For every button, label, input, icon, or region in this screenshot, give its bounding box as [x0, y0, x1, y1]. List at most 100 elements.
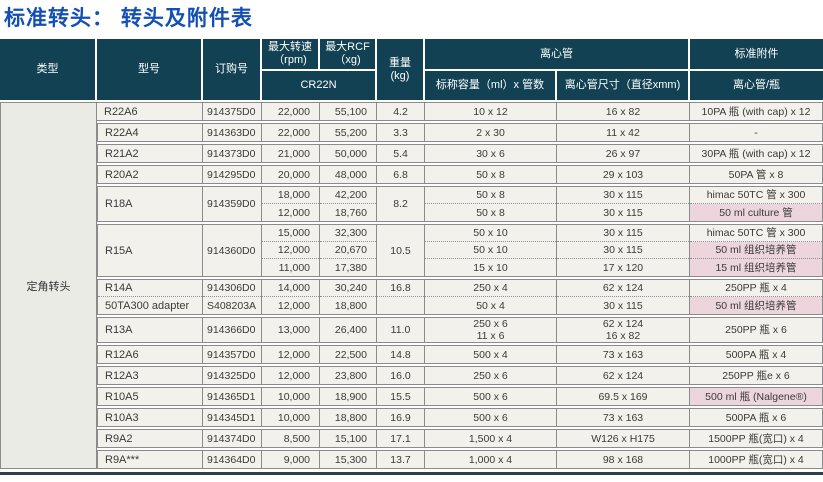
c-cap-value: 1,000 x 4 [468, 453, 513, 466]
c-weight-value: 3.3 [393, 126, 408, 139]
c-model-value: R20A2 [105, 168, 139, 181]
c-weight-value: 13.7 [390, 453, 411, 466]
cell-size: 98 x 168 [557, 450, 690, 469]
cell-rcf: 26,400 [320, 317, 377, 343]
cell-order: 914374D0 [203, 429, 262, 448]
c-acc-value: 1500PP 瓶(宽口) x 4 [708, 432, 804, 445]
header-weight: 重量 (kg) [377, 39, 425, 100]
cell-model: R10A5 [97, 387, 203, 406]
c-weight-value: 11.0 [390, 324, 411, 336]
c-cap-value: 50 x 10 [425, 225, 556, 242]
rotor-row-group: R21A2 914373D0 21,000 50,000 5.4 30 x 6 26 x 9… [0, 144, 823, 163]
c-size-value: 30 x 115 [557, 225, 689, 242]
cell-rpm: 22,000 [262, 102, 320, 121]
c-model-value: R12A3 [105, 369, 139, 382]
cell-cap: 50 x 8 [425, 165, 557, 184]
c-weight-value: 17.1 [390, 432, 411, 445]
cell-order: 914359D0 [203, 186, 262, 222]
c-rcf-value: 48,000 [334, 168, 367, 181]
c-rpm-value: 22,000 [277, 126, 310, 139]
rotor-row-group: R15A 914360D0 15,000 12,000 11,000 32,300 20,6… [0, 224, 823, 277]
cell-size: 26 x 97 [557, 144, 690, 163]
cell-rcf: 23,800 [320, 366, 377, 385]
c-rcf-value: 22,500 [334, 348, 367, 361]
rotor-row-group: R22A4 914363D0 22,000 55,200 3.3 2 x 30 11 x 4… [0, 123, 823, 142]
c-acc-value: - [754, 126, 758, 139]
c-rcf-value: 50,000 [334, 147, 367, 160]
cell-weight: 13.7 [377, 450, 425, 469]
c-acc-value: 50 ml 组织培养管 [690, 297, 822, 314]
c-model-value: R9A2 [105, 432, 133, 445]
c-rcf-value: 18,760 [334, 206, 367, 219]
c-acc-value: 250PP 瓶 x 4 [690, 280, 822, 297]
c-model-value: R14A [98, 280, 202, 297]
c-acc-value: 250PP 瓶e x 6 [722, 369, 790, 382]
c-order-value: 914366D0 [207, 324, 256, 336]
c-cap-value: 1,500 x 4 [468, 432, 513, 445]
c-order-value: 914365D1 [207, 390, 256, 403]
c-order-value: 914357D0 [207, 348, 256, 361]
rotor-row-group: R13A 914366D0 13,000 26,400 11.0 250 x 6 11 x… [0, 317, 823, 343]
cell-cap: 10 x 12 [425, 102, 557, 121]
c-model-value: R10A3 [105, 411, 139, 424]
c-size-value: W126 x H175 [591, 432, 655, 445]
cell-size: 16 x 82 [557, 102, 690, 121]
cell-weight: 3.3 [377, 123, 425, 142]
c-weight-value: 16.9 [390, 411, 411, 424]
c-model-value: R10A5 [105, 390, 139, 403]
c-rpm-value: 12,000 [277, 369, 310, 382]
cell-order: 914363D0 [203, 123, 262, 142]
cell-rcf: 18,800 [320, 408, 377, 427]
cell-order: 914364D0 [203, 450, 262, 469]
cell-cap: 2 x 30 [425, 123, 557, 142]
c-rpm-value: 22,000 [277, 105, 310, 118]
cell-accessory: 1500PP 瓶(宽口) x 4 [690, 429, 823, 448]
cell-rpm: 12,000 [262, 345, 320, 364]
rotor-row-group: R10A3 914345D1 10,000 18,800 16.9 500 x 6 73 x… [0, 408, 823, 427]
c-rpm-value: 20,000 [277, 168, 310, 181]
header-capacity: 标称容量（ml）x 管数 [425, 71, 557, 100]
c-rcf-value: 18,800 [334, 299, 367, 312]
header-type: 类型 [0, 39, 97, 100]
cell-size: 11 x 42 [557, 123, 690, 142]
c-cap-value: 250 x 6 11 x 6 [473, 318, 508, 342]
c-size-value: 73 x 163 [602, 348, 644, 361]
cell-weight: 16.0 [377, 366, 425, 385]
rotor-row-group: R12A3 914325D0 12,000 23,800 16.0 250 x 6 62 x… [0, 366, 823, 385]
cell-rcf: 22,500 [320, 345, 377, 364]
cell-order: 914360D0 [203, 224, 262, 277]
c-rpm-value: 15,000 [262, 225, 319, 242]
rotor-row-group: R18A 914359D0 18,000 12,000 42,200 18,760 8.2 5… [0, 186, 823, 222]
cell-weight: 17.1 [377, 429, 425, 448]
c-rpm-value: 13,000 [277, 324, 310, 336]
cell-cap: 250 x 6 [425, 366, 557, 385]
c-weight-value: 4.2 [393, 105, 408, 118]
c-acc-value: 250PP 瓶 x 6 [725, 324, 787, 336]
cell-model: R14A 50TA300 adapter [97, 279, 203, 315]
c-rpm-value: 12,000 [277, 348, 310, 361]
rotor-row-group: R10A5 914365D1 10,000 18,900 15.5 500 x 6 69.5… [0, 387, 823, 406]
c-model-value: R13A [105, 324, 133, 336]
cell-cap: 500 x 6 [425, 408, 557, 427]
cell-rcf: 55,100 [320, 102, 377, 121]
header-tube-group: 离心管 [425, 39, 690, 69]
c-model-value: R22A6 [104, 105, 138, 118]
cell-order: 914345D1 [203, 408, 262, 427]
cell-weight: 5.4 [377, 144, 425, 163]
cell-model: R22A4 [97, 123, 203, 142]
cell-accessory: himac 50TC 管 x 300 50 ml 组织培养管 15 ml 组织培养管 [690, 224, 823, 277]
c-size-value: 69.5 x 169 [598, 390, 648, 403]
c-model-value: R9A*** [105, 453, 140, 466]
cell-model: R13A [97, 317, 203, 343]
c-cap-value: 500 x 6 [473, 411, 508, 424]
c-weight-value: 5.4 [393, 147, 408, 160]
c-acc-value: himac 50TC 管 x 300 [690, 187, 822, 204]
c-model-value: R18A [105, 198, 133, 210]
c-cap-value: 50 x 10 [425, 242, 556, 259]
cell-order: 914325D0 [203, 366, 262, 385]
c-acc-value: 30PA 瓶 (with cap) x 12 [701, 147, 811, 160]
page-title: 标准转头： 转头及附件表 [4, 7, 253, 30]
cell-accessory: 500PA 瓶 x 4 [690, 345, 823, 364]
c-size-value: 30 x 115 [603, 206, 643, 219]
